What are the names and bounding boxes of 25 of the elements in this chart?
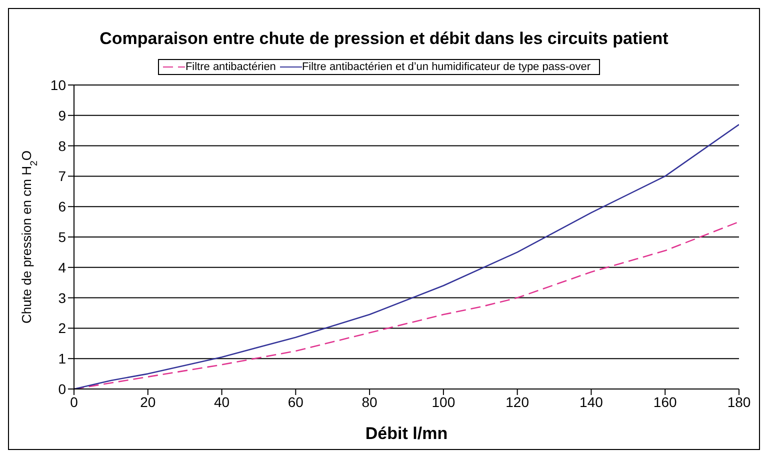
y-tick-label: 5 (58, 228, 66, 245)
y-tick-label: 9 (58, 107, 66, 124)
y-tick-label: 7 (58, 168, 66, 184)
y-tick-label: 8 (58, 138, 66, 154)
x-tick-label: 180 (727, 394, 751, 410)
y-tick-label: 1 (58, 350, 66, 367)
y-tick-label: 6 (58, 198, 66, 215)
y-tick-label: 3 (58, 290, 66, 306)
x-tick-label: 140 (580, 394, 604, 410)
x-tick-label: 120 (506, 394, 530, 410)
y-tick-label: 4 (58, 259, 66, 276)
y-tick-label: 10 (50, 76, 66, 93)
x-axis-title: Débit l/mn (365, 424, 448, 443)
x-tick-label: 0 (70, 394, 78, 410)
y-tick-label: 0 (58, 380, 66, 397)
x-tick-label: 80 (362, 394, 378, 410)
x-tick-label: 20 (140, 394, 156, 410)
x-tick-label: 40 (214, 394, 230, 410)
x-tick-label: 160 (653, 394, 678, 410)
x-tick-label: 60 (288, 394, 304, 410)
y-tick-label: 2 (58, 320, 66, 336)
chart-title: Comparaison entre chute de pression et débit dans les circuits patient (98, 29, 670, 49)
x-tick-label: 100 (432, 394, 456, 410)
legend-label: Filtre antibactérien (185, 61, 276, 73)
legend-label: Filtre antibactérien et d’un humidificateur de type pass-over (302, 61, 591, 73)
